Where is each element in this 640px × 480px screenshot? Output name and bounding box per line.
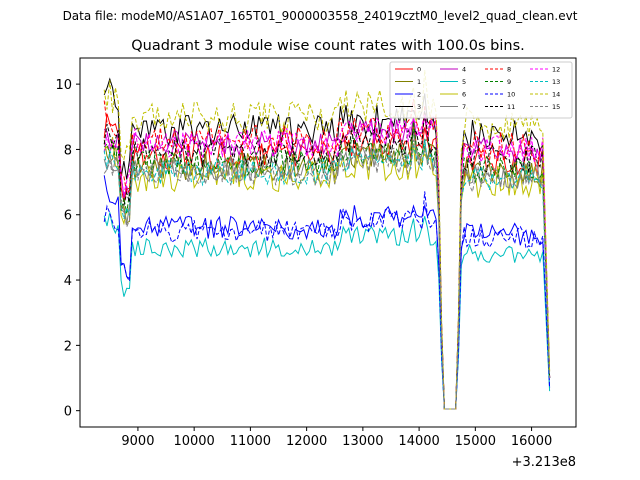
legend-label-14: 14 bbox=[552, 91, 560, 99]
legend-label-12: 12 bbox=[552, 66, 560, 74]
y-tick-label: 0 bbox=[64, 405, 72, 420]
chart-title: Quadrant 3 module wise count rates with … bbox=[131, 38, 525, 54]
x-tick-label: 10000 bbox=[173, 434, 214, 449]
legend-label-9: 9 bbox=[507, 78, 511, 86]
legend-label-8: 8 bbox=[507, 66, 511, 74]
y-tick-label: 8 bbox=[64, 143, 72, 158]
legend-label-15: 15 bbox=[552, 103, 560, 111]
x-tick-label: 12000 bbox=[286, 434, 327, 449]
y-tick-label: 10 bbox=[55, 78, 72, 93]
series-line-4 bbox=[103, 115, 551, 410]
legend-label-13: 13 bbox=[552, 78, 560, 86]
y-tick-label: 2 bbox=[64, 339, 72, 354]
x-tick-label: 16000 bbox=[511, 434, 552, 449]
y-axis: 0 2 4 6 8 10 bbox=[55, 78, 80, 420]
x-tick-label: 9000 bbox=[121, 434, 154, 449]
plot-area bbox=[103, 69, 551, 410]
series-line-12 bbox=[103, 113, 551, 410]
series-line-7 bbox=[103, 131, 551, 410]
series-line-8 bbox=[103, 98, 551, 410]
x-tick-label: 15000 bbox=[455, 434, 496, 449]
x-tick-label: 13000 bbox=[342, 434, 383, 449]
legend-label-4: 4 bbox=[462, 66, 466, 74]
x-offset-label: +3.213e8 bbox=[512, 455, 576, 470]
legend-label-11: 11 bbox=[507, 103, 515, 111]
legend-label-3: 3 bbox=[417, 103, 421, 111]
y-tick-label: 6 bbox=[64, 209, 72, 224]
series-line-5 bbox=[103, 212, 551, 410]
series-line-10 bbox=[103, 191, 551, 410]
figure-suptitle: Data file: modeM0/AS1A07_165T01_90000035… bbox=[63, 9, 578, 23]
series-line-15 bbox=[103, 139, 551, 410]
legend-label-1: 1 bbox=[417, 78, 421, 86]
x-tick-label: 14000 bbox=[398, 434, 439, 449]
legend-label-0: 0 bbox=[417, 66, 421, 74]
legend-label-6: 6 bbox=[462, 91, 466, 99]
legend-box bbox=[389, 61, 573, 119]
legend-label-10: 10 bbox=[507, 91, 515, 99]
legend-label-7: 7 bbox=[462, 103, 466, 111]
series-line-3 bbox=[103, 77, 551, 410]
x-axis: 9000 10000 11000 12000 13000 14000 15000 16000 bbox=[121, 427, 552, 449]
series-line-6 bbox=[103, 137, 551, 410]
axes-frame bbox=[79, 57, 577, 428]
legend-label-2: 2 bbox=[417, 91, 421, 99]
y-tick-label: 4 bbox=[64, 274, 72, 289]
legend-label-5: 5 bbox=[462, 78, 466, 86]
series-line-11 bbox=[103, 110, 551, 410]
series-line-13 bbox=[103, 139, 551, 410]
x-tick-label: 11000 bbox=[230, 434, 271, 449]
